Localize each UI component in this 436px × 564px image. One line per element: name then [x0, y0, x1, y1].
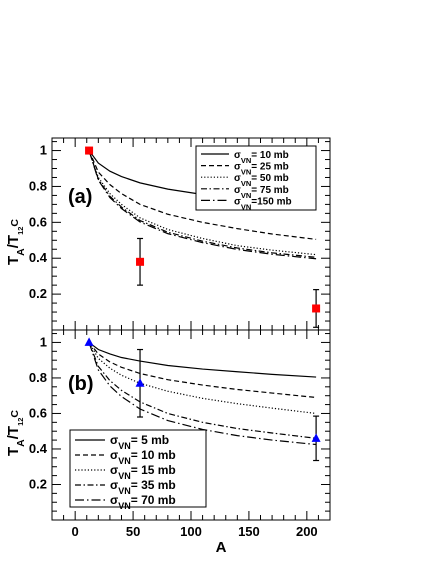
legend-box [69, 429, 207, 508]
legend-box [195, 145, 317, 211]
panel-tag: (b) [68, 373, 94, 395]
y-tick-label: 0.6 [29, 214, 47, 229]
legend-label-3: σVN= 50 mb [234, 173, 289, 188]
series-line-2 [88, 150, 317, 240]
x-tick-label: 150 [238, 524, 260, 539]
legend-label-5: σVN= 70 mb [110, 493, 176, 511]
series-line-5 [88, 150, 317, 260]
x-axis-label: A [216, 539, 227, 556]
legend-label-1: σVN= 10 mb [234, 150, 289, 165]
x-tick-label: 100 [180, 524, 202, 539]
y-axis-label: TA/T12C [5, 219, 27, 265]
x-tick-label: 0 [72, 524, 79, 539]
x-tick-label: 50 [126, 524, 140, 539]
y-tick-label: 0.2 [29, 286, 47, 301]
panel-tag: (a) [68, 186, 92, 208]
y-tick-label: 0.8 [29, 178, 47, 193]
y-tick-label: 0.6 [29, 405, 47, 420]
legend-label-4: σVN= 75 mb [234, 185, 289, 200]
series-line-3 [88, 150, 317, 256]
legend-label-2: σVN= 25 mb [234, 162, 289, 177]
series-line-5 [88, 342, 317, 446]
y-axis-label: TA/T12C [5, 410, 27, 456]
legend-label-4: σVN= 35 mb [110, 478, 176, 496]
y-tick-label: 1 [40, 143, 47, 158]
data-point-triangle [84, 337, 94, 346]
y-tick-label: 0.8 [29, 370, 47, 385]
y-tick-label: 0.4 [29, 441, 48, 456]
y-tick-label: 0.2 [29, 476, 47, 491]
legend-label-1: σVN= 5 mb [110, 433, 169, 451]
series-line-2 [88, 342, 317, 399]
series-line-1 [88, 341, 317, 378]
x-tick-label: 200 [296, 524, 318, 539]
data-point-square [85, 146, 94, 155]
data-point-square [312, 304, 321, 313]
panel-b: 0.2 0.4 0.6 0.8 1 0 50 100 150 200 TA/T12C σVN= 5 m… [5, 329, 331, 539]
data-point-triangle [311, 433, 321, 442]
series-line-3 [88, 342, 317, 415]
data-point-triangle [135, 378, 145, 387]
y-tick-label: 1 [40, 334, 47, 349]
data-point-square [136, 257, 145, 266]
y-tick-label: 0.4 [29, 250, 48, 265]
legend-label-5: σVN=150 mb [234, 196, 292, 211]
legend-label-3: σVN= 15 mb [110, 463, 176, 481]
legend-label-2: σVN= 10 mb [110, 448, 176, 466]
series-line-4 [88, 342, 317, 439]
